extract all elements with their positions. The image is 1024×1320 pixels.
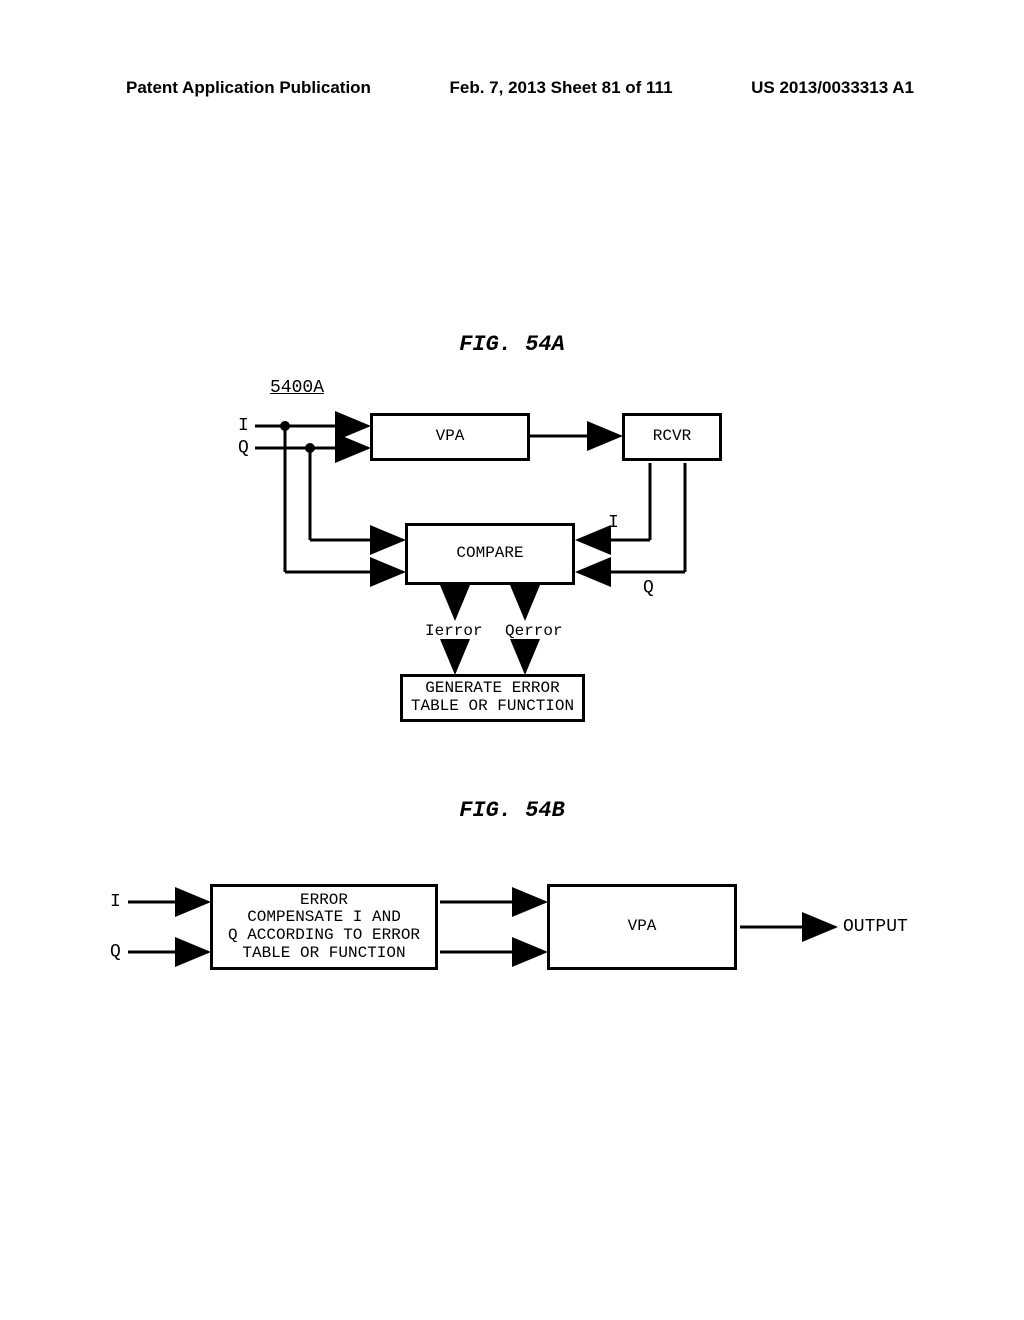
generate-line2: TABLE OR FUNCTION [411,698,574,716]
page-header: Patent Application Publication Feb. 7, 2… [0,78,1024,98]
qerror-label: Qerror [505,622,563,640]
generate-box: GENERATE ERROR TABLE OR FUNCTION [400,674,585,722]
fig-a-diagram: I Q VPA RCVR COMPARE I Q Ierror Qerror G… [230,408,790,738]
header-left: Patent Application Publication [126,78,371,98]
compare-label: COMPARE [456,545,523,563]
fig-b-vpa-box: VPA [547,884,737,970]
fig-b-label: FIG. 54B [0,798,1024,823]
fig-a-label: FIG. 54A [0,332,1024,357]
rcvr-label: RCVR [653,428,691,446]
fig-b-vpa-label: VPA [628,918,657,936]
ierror-label: Ierror [425,622,483,640]
error-compensate-box: ERROR COMPENSATE I AND Q ACCORDING TO ER… [210,884,438,970]
feedback-i: I [608,513,619,533]
fig-a-ref: 5400A [270,378,324,398]
rcvr-box: RCVR [622,413,722,461]
fig-b-input-q: Q [110,942,121,962]
generate-line1: GENERATE ERROR [425,680,559,698]
error-line3: Q ACCORDING TO ERROR [228,927,420,945]
fig-a-input-q: Q [238,438,249,458]
fig-b-diagram: I Q ERROR COMPENSATE I AND Q ACCORDING T… [100,870,924,1000]
vpa-label: VPA [436,428,465,446]
header-center: Feb. 7, 2013 Sheet 81 of 111 [450,78,673,98]
error-line2: COMPENSATE I AND [247,909,401,927]
error-line1: ERROR [300,892,348,910]
error-line4: TABLE OR FUNCTION [242,945,405,963]
feedback-q: Q [643,578,654,598]
compare-box: COMPARE [405,523,575,585]
fig-a-input-i: I [238,416,249,436]
header-right: US 2013/0033313 A1 [751,78,914,98]
output-label: OUTPUT [843,917,908,937]
fig-b-input-i: I [110,892,121,912]
vpa-box: VPA [370,413,530,461]
